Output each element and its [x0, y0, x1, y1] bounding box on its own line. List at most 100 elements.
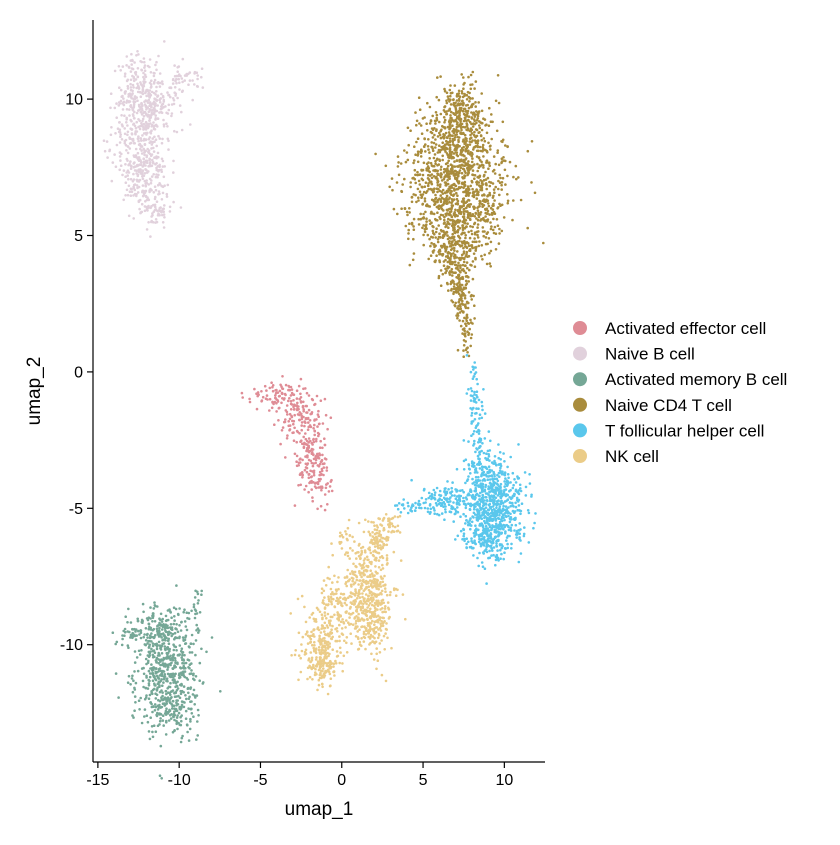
- scatter-point: [150, 647, 153, 651]
- scatter-point: [449, 218, 452, 222]
- scatter-point: [473, 397, 477, 401]
- scatter-point: [173, 86, 177, 89]
- scatter-point: [465, 324, 468, 328]
- scatter-point: [192, 688, 196, 692]
- scatter-point: [443, 490, 446, 494]
- scatter-point: [119, 135, 122, 138]
- scatter-point: [148, 152, 152, 156]
- scatter-point: [518, 522, 521, 525]
- series-0-points: [240, 375, 334, 512]
- scatter-point: [448, 137, 452, 140]
- scatter-point: [488, 556, 492, 560]
- scatter-point: [442, 260, 446, 263]
- scatter-point: [163, 675, 167, 678]
- scatter-point: [477, 457, 480, 461]
- scatter-point: [129, 167, 133, 170]
- scatter-point: [446, 282, 449, 286]
- scatter-point: [317, 457, 321, 460]
- scatter-point: [469, 407, 472, 410]
- scatter-point: [410, 200, 414, 204]
- scatter-point: [160, 111, 164, 115]
- scatter-point: [198, 661, 202, 665]
- scatter-point: [453, 263, 457, 267]
- scatter-point: [154, 117, 157, 120]
- scatter-point: [451, 274, 454, 277]
- scatter-point: [503, 551, 506, 554]
- scatter-point: [497, 242, 501, 245]
- scatter-point: [135, 634, 138, 637]
- scatter-point: [155, 68, 158, 72]
- scatter-point: [268, 397, 272, 401]
- scatter-point: [404, 160, 408, 164]
- scatter-point: [495, 463, 498, 467]
- scatter-point: [175, 636, 179, 640]
- scatter-point: [147, 684, 151, 687]
- scatter-point: [290, 403, 294, 406]
- scatter-point: [509, 505, 512, 508]
- scatter-point: [184, 709, 188, 713]
- scatter-point: [423, 137, 426, 140]
- scatter-point: [299, 396, 303, 399]
- scatter-point: [180, 690, 183, 694]
- scatter-point: [423, 506, 427, 510]
- scatter-point: [434, 111, 438, 114]
- scatter-point: [119, 69, 122, 72]
- scatter-point: [113, 69, 117, 73]
- scatter-point: [150, 705, 154, 709]
- scatter-point: [439, 217, 442, 221]
- scatter-point: [519, 539, 522, 542]
- scatter-point: [402, 498, 406, 501]
- scatter-point: [303, 468, 307, 472]
- scatter-point: [171, 672, 174, 676]
- scatter-point: [458, 164, 461, 167]
- scatter-point: [517, 443, 520, 446]
- scatter-point: [455, 276, 458, 279]
- scatter-point: [180, 673, 184, 677]
- scatter-point: [477, 441, 480, 444]
- scatter-point: [449, 84, 452, 87]
- scatter-point: [484, 483, 488, 487]
- scatter-point: [439, 494, 443, 497]
- scatter-point: [165, 192, 169, 196]
- scatter-point: [432, 225, 435, 229]
- scatter-point: [506, 465, 509, 469]
- scatter-point: [316, 425, 319, 428]
- scatter-point: [469, 151, 473, 154]
- scatter-point: [219, 690, 222, 693]
- scatter-point: [444, 508, 447, 511]
- scatter-point: [318, 462, 322, 466]
- scatter-point: [323, 493, 327, 496]
- scatter-point: [155, 714, 159, 718]
- scatter-point: [475, 149, 479, 153]
- scatter-point: [161, 684, 164, 687]
- scatter-point: [501, 138, 505, 142]
- scatter-point: [143, 137, 146, 141]
- scatter-point: [309, 459, 313, 463]
- scatter-point: [187, 666, 190, 669]
- scatter-point: [484, 170, 487, 174]
- scatter-point: [452, 156, 455, 159]
- scatter-point: [154, 730, 158, 733]
- scatter-point: [158, 617, 161, 620]
- scatter-point: [146, 687, 150, 690]
- scatter-point: [474, 101, 477, 104]
- scatter-point: [301, 405, 305, 409]
- scatter-point: [412, 225, 415, 228]
- scatter-point: [288, 388, 292, 392]
- series-4-points: [394, 354, 537, 585]
- scatter-point: [465, 93, 469, 97]
- scatter-point: [137, 699, 141, 702]
- scatter-point: [478, 126, 482, 130]
- scatter-point: [146, 642, 149, 645]
- scatter-point: [153, 651, 157, 654]
- scatter-point: [493, 477, 497, 481]
- scatter-point: [450, 260, 453, 264]
- scatter-point: [462, 344, 466, 347]
- scatter-point: [158, 137, 162, 140]
- scatter-point: [479, 524, 483, 527]
- scatter-point: [431, 149, 435, 152]
- scatter-point: [456, 110, 459, 114]
- scatter-point: [495, 218, 499, 221]
- scatter-point: [496, 534, 500, 538]
